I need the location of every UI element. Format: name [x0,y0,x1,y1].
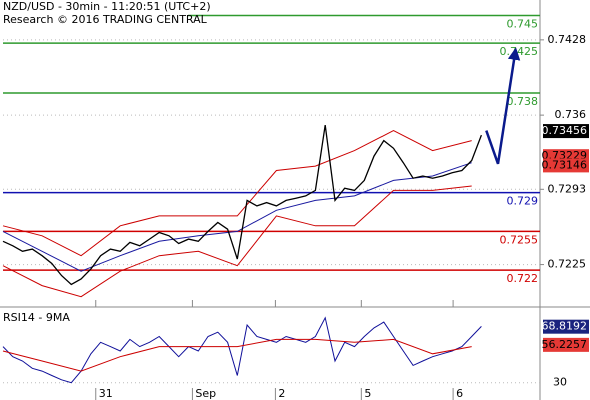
moving-average [2,162,472,272]
y-tick-label: 0.7225 [548,258,587,271]
level-label: 0.7425 [500,45,539,58]
level-label: 0.745 [507,17,539,30]
price-label-box [543,124,589,139]
rsi-ma-line [2,338,472,372]
y-tick-label: 0.7428 [548,33,587,46]
price-label: 0.73146 [542,158,588,171]
title-bg [0,0,188,28]
rsi-value-label: 68.8192 [542,320,588,333]
chart-title: NZD/USD - 30min - 11:20:51 (UTC+2) [3,0,211,13]
rsi-value-label: 56.2257 [542,338,588,351]
x-tick-label: 6 [456,387,463,400]
rsi-label-box [543,337,589,352]
chart-subtitle: Research © 2016 TRADING CENTRAL [3,13,208,26]
x-tick-label: 5 [364,387,371,400]
level-label: 0.7255 [500,233,539,246]
price-label-box [543,158,589,173]
rsi-line [2,316,482,384]
projection-arrow [485,47,521,165]
band-lower [2,185,472,298]
band-upper [2,130,472,257]
level-label: 0.722 [507,272,539,285]
price-line [2,125,483,286]
rsi-label: RSI14 - 9MA [3,311,70,324]
level-label: 0.738 [507,95,539,108]
x-tick-label: 2 [278,387,285,400]
level-label: 0.729 [507,195,539,208]
x-tick-label: 31 [99,387,113,400]
rsi-label-box [543,319,589,334]
y-tick-label: 0.736 [555,108,587,121]
price-label: 0.73456 [542,124,588,137]
x-tick-label: Sep [195,387,216,400]
y-tick-label: 0.7293 [548,182,587,195]
y-tick-label: 30 [553,376,567,389]
